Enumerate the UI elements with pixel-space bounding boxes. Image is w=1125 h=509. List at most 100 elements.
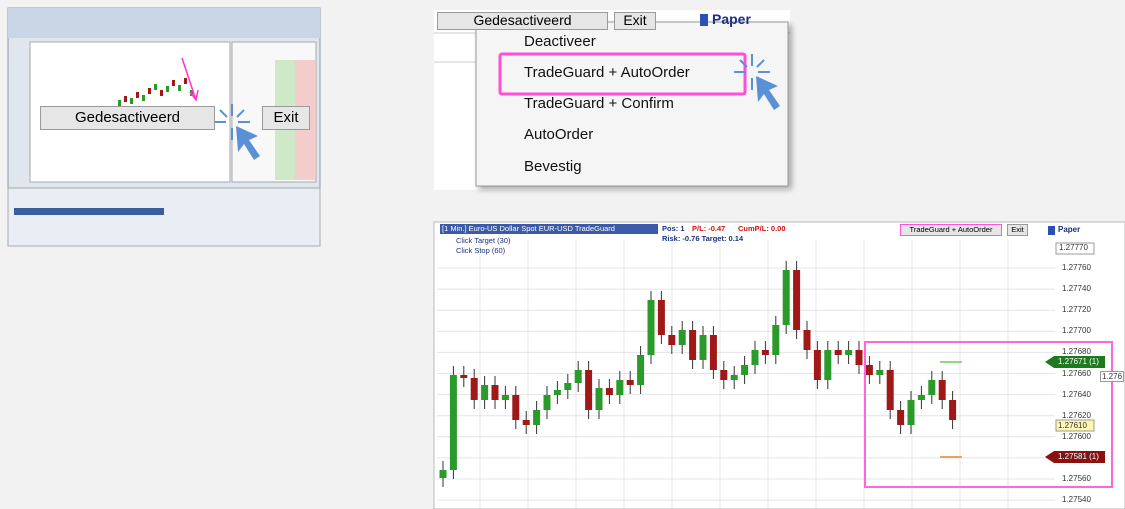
- candle: [470, 378, 478, 400]
- menu-item[interactable]: Deactiveer: [524, 33, 596, 50]
- dropdown: [475, 21, 789, 187]
- candle: [761, 350, 769, 355]
- chart-panel: [433, 221, 1125, 509]
- candle: [678, 330, 686, 345]
- cursor: [734, 54, 780, 110]
- paper-icon: [700, 14, 708, 26]
- top-price-box: [1055, 242, 1095, 255]
- candle: [439, 470, 447, 478]
- position: Pos: 1: [662, 224, 685, 233]
- candle: [876, 370, 884, 375]
- candle: [782, 270, 790, 325]
- price-label: 1.27540: [1062, 495, 1091, 505]
- candle: [585, 370, 593, 410]
- click-target[interactable]: Click Target (30): [456, 236, 511, 245]
- candle: [845, 350, 853, 355]
- thumb-candle: [184, 78, 187, 84]
- click-stop[interactable]: Click Stop (60): [456, 246, 506, 255]
- cum-pl: CumP/L: 0.00: [738, 224, 786, 233]
- menu-item[interactable]: TradeGuard + Confirm: [524, 95, 674, 112]
- price-label: 1.27770: [1059, 243, 1088, 252]
- stop-flag: [1045, 451, 1105, 463]
- position-flag: [1045, 356, 1105, 368]
- candle: [699, 335, 707, 360]
- candle: [501, 395, 509, 400]
- candle: [865, 365, 873, 375]
- candle: [553, 390, 561, 395]
- candle: [917, 395, 925, 400]
- price-label: 1.27600: [1062, 431, 1091, 441]
- candle: [928, 380, 936, 395]
- candle: [533, 410, 541, 425]
- status-button[interactable]: Gedesactiveerd: [437, 12, 608, 30]
- thumb-candles: [118, 78, 193, 106]
- status-button[interactable]: Gedesactiveerd: [40, 106, 215, 130]
- stop-price: 1.27581 (1): [1058, 452, 1099, 461]
- candle: [647, 300, 655, 355]
- menu-item[interactable]: AutoOrder: [524, 126, 594, 143]
- price-label: 1.27760: [1062, 263, 1091, 272]
- highlight: [864, 341, 1113, 488]
- instrument: [1 Min.] Euro-US Dollar Spot EUR-USD Tra…: [442, 224, 615, 233]
- candle: [512, 395, 520, 420]
- candle: [668, 335, 676, 345]
- candle: [897, 410, 905, 425]
- exit-button[interactable]: Exit: [614, 12, 656, 30]
- candles: [439, 261, 957, 487]
- candle: [886, 370, 894, 410]
- candle: [907, 400, 915, 425]
- candle: [481, 385, 489, 400]
- thumb-toolbar: [8, 8, 320, 38]
- thumb-row: [14, 208, 164, 215]
- account: Paper: [1058, 225, 1081, 234]
- candle: [522, 420, 530, 425]
- candle: [949, 400, 957, 420]
- account: Paper: [712, 11, 751, 27]
- candle: [709, 335, 717, 370]
- thumb-candle: [142, 95, 145, 101]
- candle: [834, 350, 842, 355]
- candle: [772, 325, 780, 355]
- cursor: [214, 104, 260, 160]
- last-price: 1.27610: [1058, 421, 1087, 430]
- candle: [616, 380, 624, 395]
- pl: P/L: -0.47: [692, 224, 726, 233]
- thumb-candle: [160, 90, 163, 96]
- paper-icon: [1048, 226, 1055, 235]
- price-label: 1.27560: [1062, 474, 1091, 483]
- menu-item[interactable]: TradeGuard + AutoOrder: [524, 64, 690, 81]
- exit-button[interactable]: Exit: [262, 106, 310, 130]
- thumb-bottom: [7, 187, 321, 247]
- candle: [543, 395, 551, 410]
- position-price: 1.27671 (1): [1058, 357, 1099, 366]
- candle: [460, 375, 468, 378]
- candle: [813, 350, 821, 380]
- price-label: 1.27720: [1062, 305, 1091, 315]
- candle: [564, 383, 572, 390]
- candle: [605, 388, 613, 395]
- instrument-bg: [440, 224, 658, 234]
- candle: [803, 330, 811, 350]
- mode-button[interactable]: TradeGuard + AutoOrder: [900, 224, 1002, 236]
- thumb-candle: [136, 92, 139, 98]
- candle: [574, 370, 582, 383]
- risk-target: Risk: -0.76 Target: 0.14: [662, 234, 744, 243]
- menu-item[interactable]: Bevestig: [524, 158, 582, 175]
- highlight: [498, 52, 747, 96]
- price-label: 1.27660: [1062, 368, 1091, 378]
- price-label: 1.27740: [1062, 284, 1091, 294]
- candle: [824, 350, 832, 380]
- candle: [730, 375, 738, 380]
- candle: [626, 380, 634, 385]
- exit-button[interactable]: Exit: [1007, 224, 1028, 236]
- candle: [595, 388, 603, 410]
- candle: [449, 375, 457, 470]
- thumb-candle: [124, 96, 127, 102]
- candle: [855, 350, 863, 365]
- candle: [741, 365, 749, 375]
- cut-price: 1.276: [1100, 371, 1125, 382]
- price-label: 1.27700: [1062, 326, 1091, 336]
- candle: [938, 380, 946, 400]
